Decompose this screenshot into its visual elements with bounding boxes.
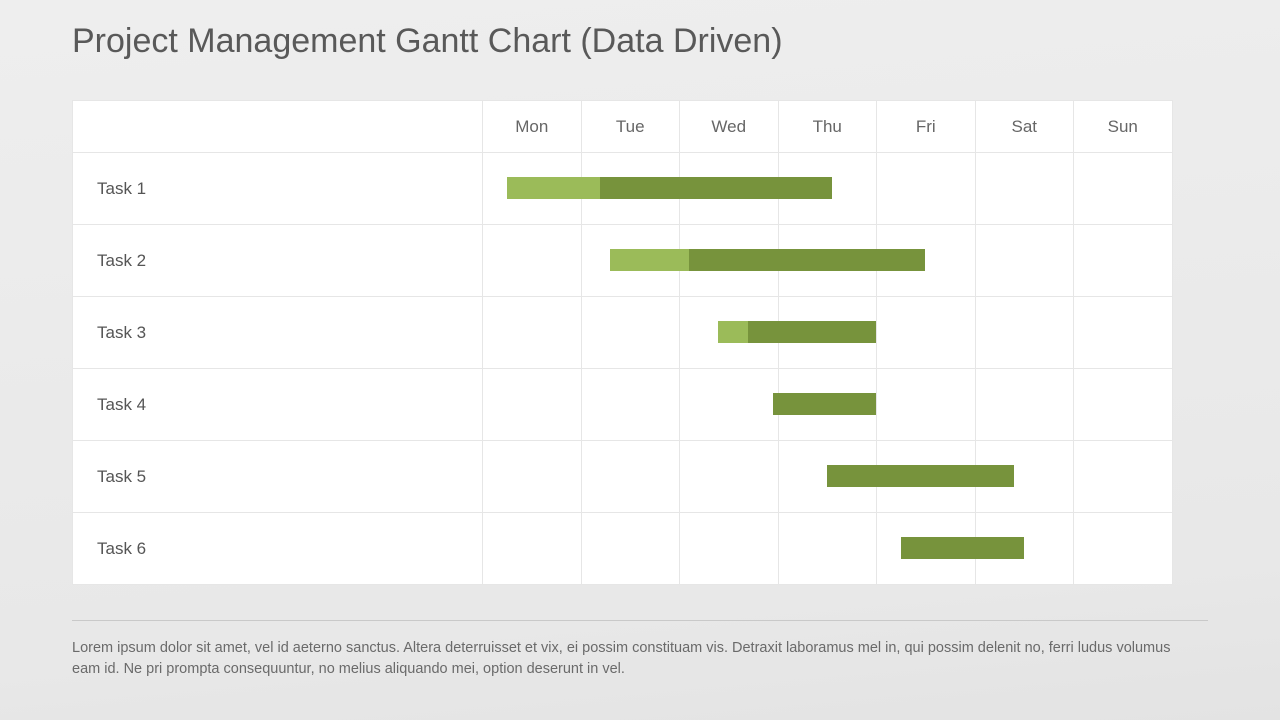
gantt-cell	[975, 513, 1074, 585]
gantt-cell	[680, 153, 779, 225]
gantt-cell	[483, 369, 582, 441]
gantt-cell	[581, 369, 680, 441]
gantt-header-row: Mon Tue Wed Thu Fri Sat Sun	[73, 101, 1173, 153]
gantt-cell	[975, 153, 1074, 225]
gantt-cell	[581, 513, 680, 585]
gantt-cell	[1074, 441, 1173, 513]
gantt-cell	[877, 513, 976, 585]
gantt-chart: Mon Tue Wed Thu Fri Sat Sun Task 1 Task …	[72, 100, 1172, 600]
gantt-cell	[483, 513, 582, 585]
gantt-row-label: Task 2	[73, 225, 483, 297]
gantt-row: Task 5	[73, 441, 1173, 513]
footer-text: Lorem ipsum dolor sit amet, vel id aeter…	[72, 638, 1202, 680]
gantt-cell	[680, 441, 779, 513]
gantt-row: Task 3	[73, 297, 1173, 369]
gantt-cell	[581, 225, 680, 297]
gantt-cell	[1074, 297, 1173, 369]
gantt-cell	[680, 369, 779, 441]
footer-divider	[72, 620, 1208, 621]
gantt-body: Task 1 Task 2 Task 3 Task 4 Task 5	[73, 153, 1173, 585]
gantt-col-header: Sat	[975, 101, 1074, 153]
gantt-cell	[975, 297, 1074, 369]
gantt-cell	[778, 225, 877, 297]
page-title: Project Management Gantt Chart (Data Dri…	[72, 22, 783, 61]
gantt-cell	[680, 225, 779, 297]
gantt-col-header: Sun	[1074, 101, 1173, 153]
gantt-row-label: Task 3	[73, 297, 483, 369]
gantt-row: Task 6	[73, 513, 1173, 585]
gantt-cell	[680, 297, 779, 369]
gantt-row-label: Task 5	[73, 441, 483, 513]
gantt-cell	[778, 297, 877, 369]
gantt-cell	[483, 297, 582, 369]
gantt-cell	[1074, 225, 1173, 297]
gantt-row: Task 2	[73, 225, 1173, 297]
gantt-cell	[778, 441, 877, 513]
gantt-col-header: Fri	[877, 101, 976, 153]
gantt-row: Task 4	[73, 369, 1173, 441]
gantt-cell	[483, 441, 582, 513]
gantt-row-label: Task 6	[73, 513, 483, 585]
gantt-col-header: Wed	[680, 101, 779, 153]
gantt-cell	[877, 153, 976, 225]
gantt-cell	[975, 369, 1074, 441]
gantt-cell	[778, 513, 877, 585]
gantt-row-label: Task 1	[73, 153, 483, 225]
gantt-col-header: Mon	[483, 101, 582, 153]
gantt-cell	[778, 369, 877, 441]
gantt-table: Mon Tue Wed Thu Fri Sat Sun Task 1 Task …	[72, 100, 1173, 585]
gantt-cell	[877, 225, 976, 297]
gantt-cell	[778, 153, 877, 225]
gantt-cell	[1074, 369, 1173, 441]
gantt-cell	[581, 297, 680, 369]
gantt-col-header: Tue	[581, 101, 680, 153]
gantt-cell	[483, 225, 582, 297]
gantt-cell	[1074, 153, 1173, 225]
gantt-row: Task 1	[73, 153, 1173, 225]
gantt-cell	[680, 513, 779, 585]
gantt-cell	[975, 441, 1074, 513]
gantt-cell	[975, 225, 1074, 297]
gantt-cell	[877, 441, 976, 513]
gantt-col-header: Thu	[778, 101, 877, 153]
gantt-header-blank	[73, 101, 483, 153]
gantt-cell	[877, 297, 976, 369]
gantt-row-label: Task 4	[73, 369, 483, 441]
gantt-cell	[877, 369, 976, 441]
slide: Project Management Gantt Chart (Data Dri…	[0, 0, 1280, 720]
gantt-cell	[483, 153, 582, 225]
gantt-cell	[581, 153, 680, 225]
gantt-cell	[581, 441, 680, 513]
gantt-cell	[1074, 513, 1173, 585]
